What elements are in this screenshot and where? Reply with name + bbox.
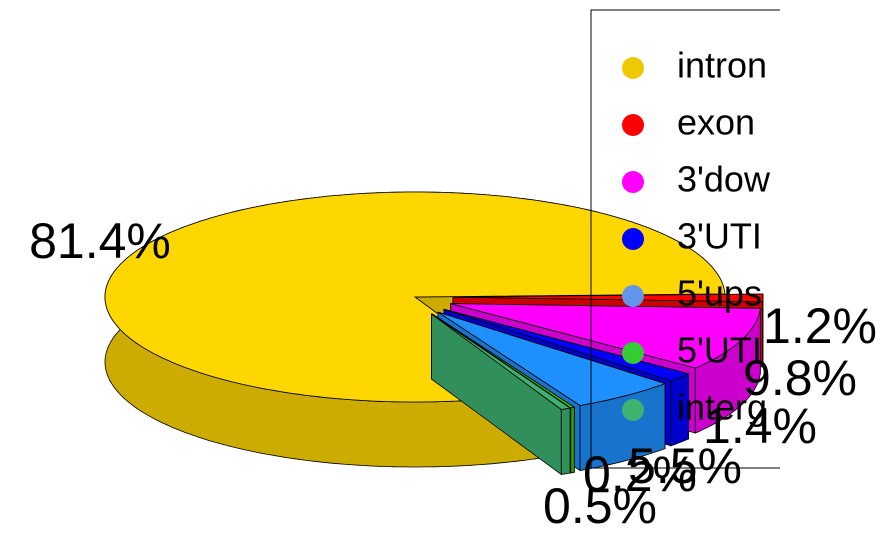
legend-marker xyxy=(622,114,644,136)
legend-marker xyxy=(622,171,644,193)
legend-marker xyxy=(622,285,644,307)
legend-marker xyxy=(622,342,644,364)
legend-marker xyxy=(622,399,644,421)
legend-marker xyxy=(622,57,644,79)
value-label: 1.2% xyxy=(763,298,877,354)
pie xyxy=(105,192,763,475)
slice-wall xyxy=(561,408,570,475)
value-label: 0.5% xyxy=(543,478,657,531)
legend-label: 3'dow xyxy=(677,159,771,200)
legend-label: intron xyxy=(677,45,767,86)
legend-label: 3'UTI xyxy=(677,216,762,257)
legend-marker xyxy=(622,228,644,250)
legend-label: exon xyxy=(677,102,755,143)
value-label: 81.4% xyxy=(29,213,171,269)
slice-wall xyxy=(571,407,575,473)
legend-label: 5'ups xyxy=(677,273,762,314)
